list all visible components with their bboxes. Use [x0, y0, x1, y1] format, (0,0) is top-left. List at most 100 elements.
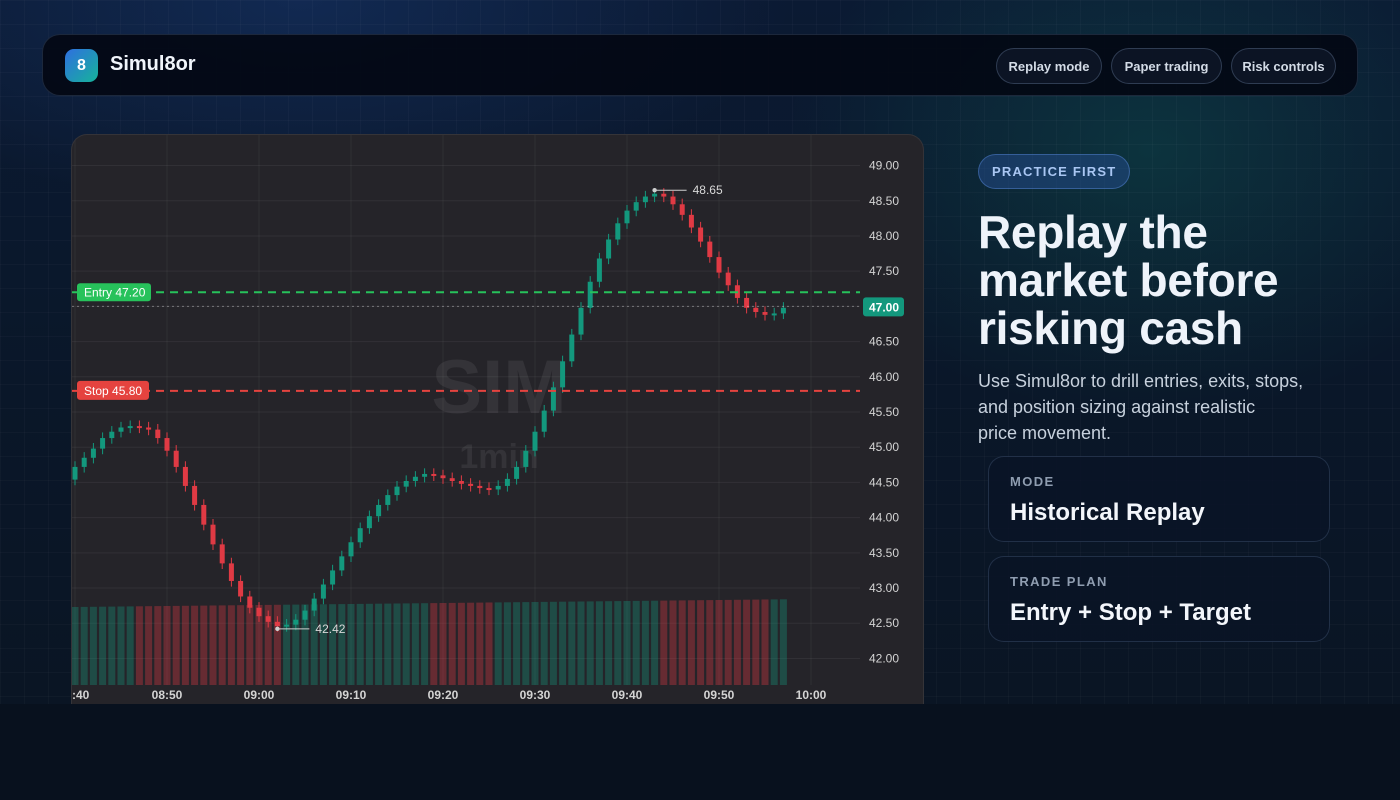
volume-bar	[411, 603, 419, 685]
candle-body	[477, 485, 483, 489]
volume-bar	[752, 599, 760, 685]
volume-bar	[375, 603, 383, 685]
candle-body	[376, 504, 382, 517]
candle-body	[431, 473, 437, 476]
hero-subtitle: Use Simul8or to drill entries, exits, st…	[978, 368, 1318, 446]
candle-body	[504, 478, 510, 486]
volume-bar	[402, 603, 410, 685]
candle-body	[247, 596, 253, 608]
subtitle-line-3: price movement.	[978, 423, 1112, 443]
volume-bar	[457, 602, 465, 685]
y-tick-label: 42.00	[869, 651, 899, 665]
volume-bar	[301, 604, 309, 685]
volume-bar	[145, 606, 153, 685]
trade-plan-label: TRADE PLAN	[1010, 574, 1108, 589]
price-chart[interactable]: SIM 1min Entry 47.20 Stop 45.80 48.65 42.42 49…	[71, 134, 924, 704]
volume-bar	[273, 604, 281, 685]
candle-body	[284, 624, 290, 627]
volume-bar	[237, 605, 245, 685]
candle-body	[578, 307, 584, 335]
volume-bar	[715, 600, 723, 685]
stop-label-bg	[77, 380, 149, 400]
volume-bar	[72, 607, 79, 685]
candle-body	[155, 429, 161, 439]
x-tick-label: 09:20	[428, 688, 459, 702]
nav-paper-trading[interactable]: Paper trading	[1111, 48, 1222, 84]
volume-bar	[200, 605, 208, 685]
nav-risk-controls[interactable]: Risk controls	[1231, 48, 1336, 84]
volume-bar	[135, 606, 143, 685]
volume-bar	[191, 605, 199, 685]
volume-bar	[632, 600, 640, 685]
candle-body	[146, 427, 152, 430]
volume-bar	[218, 605, 226, 685]
volume-bar	[623, 601, 631, 685]
volume-bar	[126, 606, 134, 685]
candle-body	[228, 563, 234, 581]
volume-bar	[439, 603, 447, 685]
volume-bar	[393, 603, 401, 685]
candle-body	[394, 486, 400, 496]
volume-bar	[154, 606, 162, 685]
y-tick-label: 43.50	[869, 546, 899, 560]
headline-line-2: market before	[978, 254, 1279, 306]
volume-bar	[485, 602, 493, 685]
candle-body	[192, 485, 198, 505]
headline-line-1: Replay the	[978, 206, 1208, 258]
candle-body	[320, 584, 326, 599]
brand-name[interactable]: Simul8or	[110, 53, 196, 75]
candle-body	[716, 257, 722, 273]
candle-body	[256, 607, 262, 617]
practice-first-badge: PRACTICE FIRST	[978, 154, 1131, 189]
volume-bar	[172, 605, 180, 685]
mode-label: MODE	[1010, 474, 1055, 489]
candle-body	[596, 258, 602, 282]
volume-bar	[365, 603, 373, 685]
volume-bar	[779, 599, 787, 685]
y-tick-label: 45.00	[869, 440, 899, 454]
candle-body	[182, 466, 188, 486]
candle-body	[109, 431, 115, 439]
x-tick-label: 08:50	[152, 688, 183, 702]
candle-body	[81, 457, 87, 467]
candle-body	[633, 202, 639, 211]
volume-bar	[99, 606, 107, 685]
candle-body	[366, 516, 372, 529]
candle-body	[173, 450, 179, 467]
candle-body	[615, 223, 621, 240]
candle-body	[348, 542, 354, 557]
logo-icon[interactable]: 8	[65, 49, 98, 82]
candle-body	[780, 307, 786, 314]
entry-label-bg	[77, 283, 151, 302]
volume-bar	[706, 600, 714, 685]
volume-bar	[614, 601, 622, 685]
x-tick-label: 09:10	[336, 688, 367, 702]
hero-headline: Replay the market before risking cash	[978, 208, 1378, 352]
volume-bar	[384, 603, 392, 685]
candle-body	[771, 313, 777, 316]
volume-bar	[651, 600, 659, 685]
volume-bar	[246, 605, 254, 685]
mode-card: MODE Historical Replay	[988, 456, 1330, 542]
candle-body	[624, 210, 630, 224]
candle-body	[127, 426, 133, 429]
volume-bar	[678, 600, 686, 685]
subtitle-line-2: and position sizing against realistic	[978, 397, 1256, 417]
x-tick-label: :40	[72, 688, 90, 702]
volume-bar	[227, 605, 235, 685]
volume-bar	[310, 604, 318, 685]
candle-body	[458, 481, 464, 484]
candle-body	[72, 466, 78, 480]
volume-bar	[181, 605, 189, 685]
nav-replay-mode[interactable]: Replay mode	[996, 48, 1102, 84]
x-tick-label: 10:00	[796, 688, 827, 702]
candle-body	[642, 196, 648, 203]
y-tick-label: 42.50	[869, 616, 899, 630]
candle-body	[550, 387, 556, 411]
y-tick-label: 49.00	[869, 159, 899, 173]
volume-bar	[577, 601, 585, 685]
volume-bar	[292, 604, 300, 685]
volume-bar	[356, 603, 364, 685]
candle-body	[136, 426, 142, 429]
